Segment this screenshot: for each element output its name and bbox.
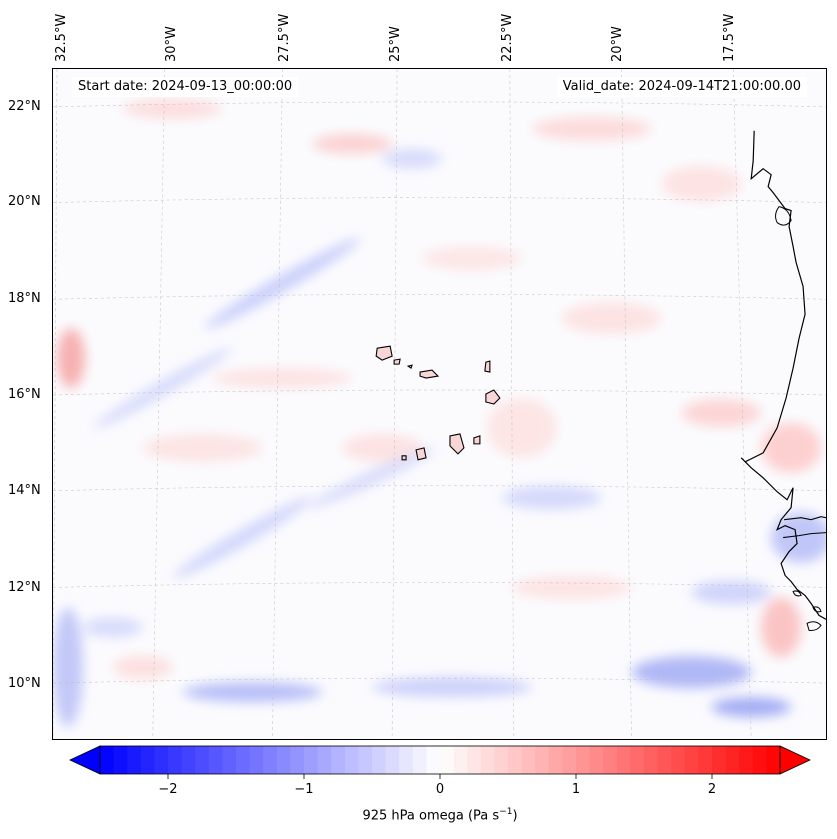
colorbar-swatch [344,746,359,774]
colorbar-swatch [644,746,659,774]
colorbar-swatch [630,746,645,774]
colorbar-swatch [739,746,754,774]
colorbar-swatch [453,746,468,774]
colorbar-swatch [766,746,781,774]
colorbar-swatch [399,746,414,774]
colorbar-swatch [426,746,441,774]
colorbar-swatch [236,746,251,774]
colorbar-swatch [508,746,523,774]
colorbar-swatch [249,746,264,774]
colorbar-swatch [494,746,509,774]
lon-label-30w: 30°W [164,26,179,62]
lon-label-22-5w: 22.5°W [500,13,515,62]
omega-field-blobs [53,98,826,728]
lon-label-27-5w: 27.5°W [277,13,292,62]
map-panel [52,68,827,740]
omega-field-map [53,69,826,739]
colorbar-swatch [576,746,591,774]
colorbar-swatch [698,746,713,774]
lon-label-25w: 25°W [388,26,403,62]
colorbar-label-main: 925 hPa omega (Pa s [362,808,500,824]
colorbar-swatch [331,746,346,774]
colorbar-extend-max [779,745,811,775]
colorbar-swatch [684,746,699,774]
lon-label-32-5w: 32.5°W [54,13,69,62]
colorbar-swatch [208,746,223,774]
colorbar-swatch [467,746,482,774]
colorbar-swatch [535,746,550,774]
colorbar-swatch [304,746,319,774]
bijagos-islands [792,590,822,631]
lat-label-22n: 22°N [8,99,41,114]
colorbar-swatch [752,746,767,774]
colorbar-swatch [372,746,387,774]
colorbar-swatch [616,746,631,774]
lat-label-10n: 10°N [8,676,41,691]
colorbar-ticks: −2 −1 0 1 2 [158,774,716,797]
colorbar-swatch [140,746,155,774]
colorbar-swatch [358,746,373,774]
colorbar-tick-label: 0 [436,782,444,797]
colorbar-label-end: ) [512,808,518,824]
colorbar-swatch [521,746,536,774]
coastal-inlet [775,206,792,226]
lon-label-20w: 20°W [610,26,625,62]
colorbar-swatch [222,746,237,774]
colorbar-tick-label: 1 [572,782,580,797]
colorbar-swatch [195,746,210,774]
colorbar-swatches [69,745,811,775]
west-africa-coastline [740,130,826,620]
colorbar: −2 −1 0 1 2 [69,745,811,797]
colorbar-swatch [290,746,305,774]
colorbar-swatch [725,746,740,774]
colorbar-swatch [657,746,672,774]
lat-label-14n: 14°N [8,483,41,498]
colorbar-swatch [181,746,196,774]
start-date-label: Start date: 2024-09-13_00:00:00 [72,77,299,97]
lat-label-12n: 12°N [8,580,41,595]
colorbar-swatch [412,746,427,774]
colorbar-swatch [100,746,115,774]
lon-label-17-5w: 17.5°W [722,13,737,62]
colorbar-swatch [712,746,727,774]
colorbar-tick-label: 2 [708,782,716,797]
colorbar-swatch [168,746,183,774]
colorbar-swatch [480,746,495,774]
colorbar-tick-label: −1 [294,782,313,797]
colorbar-swatch [263,746,278,774]
lat-label-16n: 16°N [8,387,41,402]
gambia-coastline [783,516,826,539]
lat-label-20n: 20°N [8,194,41,209]
colorbar-swatch [385,746,400,774]
colorbar-tick-label: −2 [158,782,177,797]
colorbar-swatch [317,746,332,774]
colorbar-label: 925 hPa omega (Pa s−1) [0,807,837,823]
colorbar-swatch [154,746,169,774]
colorbar-extend-min [69,745,101,775]
graticule [53,69,826,739]
colorbar-swatch [440,746,455,774]
colorbar-swatch [276,746,291,774]
cape-verde-islands [375,345,501,461]
colorbar-swatch [127,746,142,774]
colorbar-swatch [548,746,563,774]
colorbar-swatch [589,746,604,774]
lat-label-18n: 18°N [8,291,41,306]
valid-date-label: Valid_date: 2024-09-14T21:00:00.00 [556,77,807,97]
colorbar-swatch [603,746,618,774]
colorbar-swatch [113,746,128,774]
colorbar-swatch [562,746,577,774]
colorbar-label-exponent: −1 [499,807,513,817]
colorbar-swatch [671,746,686,774]
